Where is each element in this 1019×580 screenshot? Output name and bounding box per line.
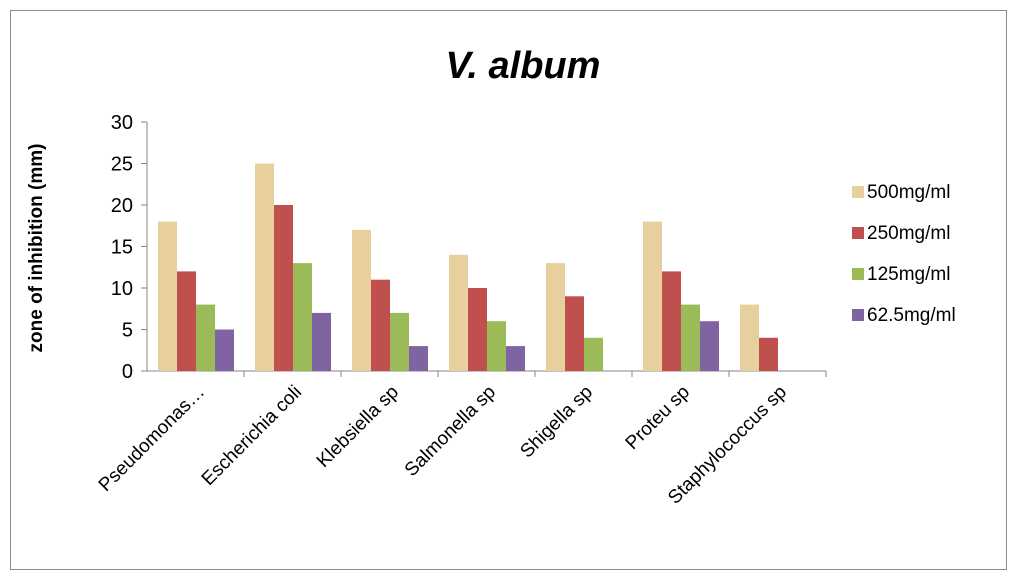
legend-label: 125mg/ml: [867, 264, 950, 285]
bar: [487, 321, 506, 371]
y-tick-label: 0: [122, 361, 133, 383]
y-tick-label: 15: [111, 237, 133, 259]
bar: [681, 304, 700, 371]
bar: [196, 304, 215, 371]
x-category-label: Shigella sp: [516, 382, 597, 463]
bar: [352, 229, 371, 371]
bars: [158, 163, 778, 371]
x-category-label: Salmonella sp: [401, 382, 500, 481]
bar: [759, 337, 778, 371]
bar: [643, 221, 662, 371]
y-tick-label: 5: [122, 320, 133, 342]
legend-swatch: [852, 268, 864, 280]
legend-swatch: [852, 309, 864, 321]
bar: [662, 271, 681, 371]
x-category-label: Pseudomonas…: [95, 382, 209, 496]
bar: [177, 271, 196, 371]
legend: 500mg/ml 250mg/ml 125mg/ml 62.5mg/ml: [852, 182, 956, 326]
bar: [700, 321, 719, 371]
legend-label: 250mg/ml: [867, 223, 950, 244]
bar: [409, 346, 428, 371]
y-tick-label: 25: [111, 154, 133, 176]
chart-title: V. album: [446, 45, 601, 87]
bar: [274, 205, 293, 371]
bar: [158, 221, 177, 371]
bar: [449, 254, 468, 371]
bar: [255, 163, 274, 371]
bar: [293, 263, 312, 371]
bar: [215, 329, 234, 371]
y-tick-label: 10: [111, 278, 133, 300]
x-category-label: Escherichia coli: [198, 382, 306, 490]
category-labels: Pseudomonas…Escherichia coli Klebsiella s…: [95, 382, 791, 509]
y-tick-label: 20: [111, 195, 133, 217]
legend-swatch: [852, 227, 864, 239]
bar: [740, 304, 759, 371]
y-tick-label: 30: [111, 112, 133, 134]
legend-swatch: [852, 186, 864, 198]
bar: [312, 312, 331, 371]
bar: [546, 263, 565, 371]
bar: [506, 346, 525, 371]
bar: [390, 312, 409, 371]
bar: [468, 288, 487, 371]
legend-label: 62.5mg/ml: [867, 305, 956, 326]
x-category-label: Klebsiella sp: [313, 382, 403, 472]
y-axis-label: zone of inhibition (mm): [26, 144, 47, 353]
bar: [565, 296, 584, 371]
bar: [371, 279, 390, 371]
bar: [584, 337, 603, 371]
legend-label: 500mg/ml: [867, 182, 950, 203]
x-category-label: Proteu sp: [622, 382, 694, 454]
